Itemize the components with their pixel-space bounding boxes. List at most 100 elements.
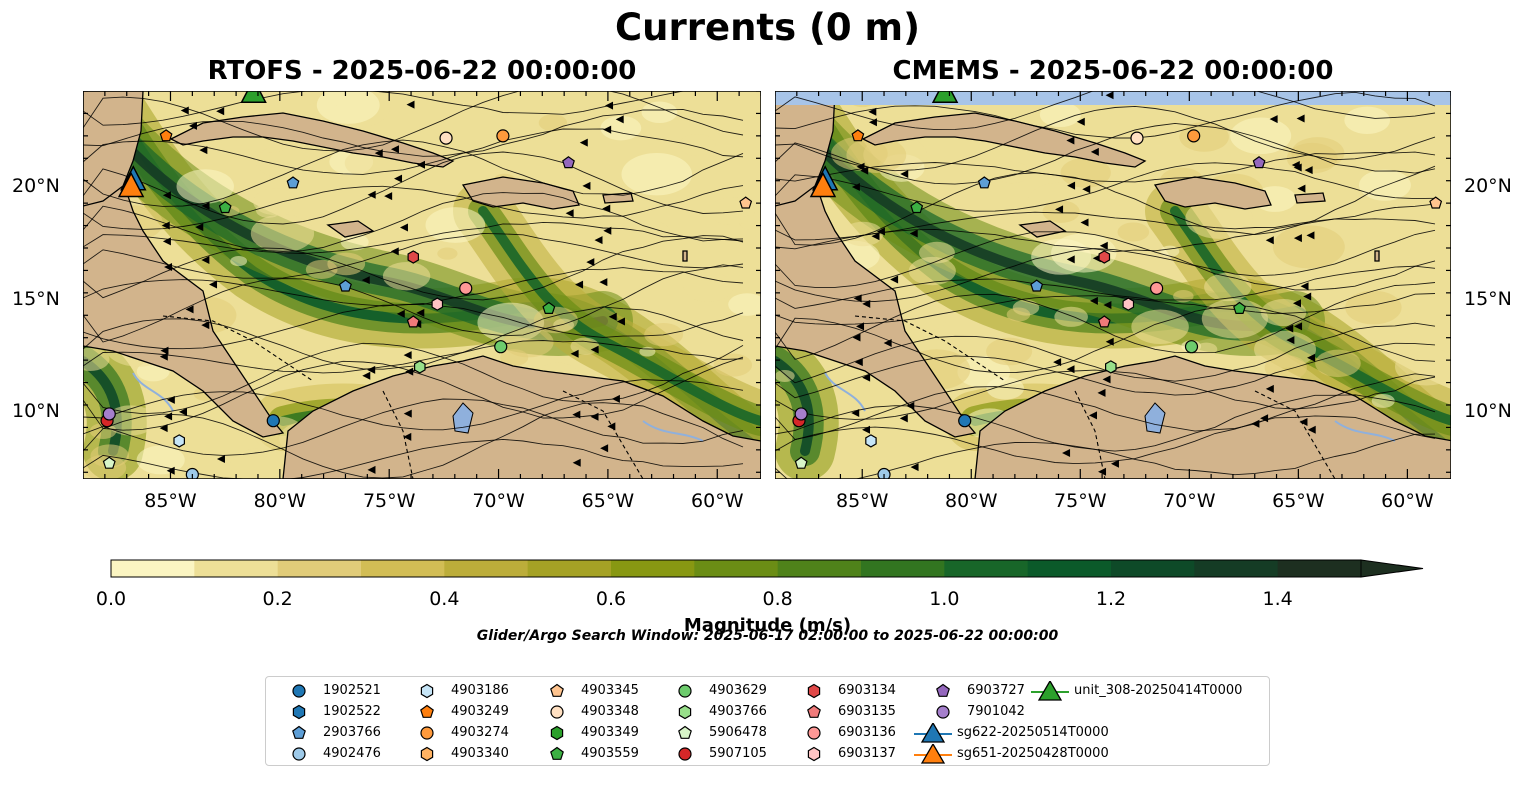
legend-marker-icon xyxy=(678,684,692,698)
float-marker-6903137 xyxy=(431,297,444,311)
float-marker-2903766 xyxy=(338,279,352,292)
legend-label: unit_308-20250414T0000 xyxy=(1074,683,1243,698)
legend-marker-icon xyxy=(292,704,306,720)
float-marker-4903249 xyxy=(159,129,173,142)
legend-label: 5906478 xyxy=(709,725,767,740)
colorbar-bin xyxy=(527,560,612,577)
float-marker-5906478 xyxy=(794,456,808,469)
legend-marker-icon xyxy=(420,746,434,762)
colorbar-bin xyxy=(694,560,779,577)
float-marker-6903134 xyxy=(1098,250,1111,264)
legend-marker-icon xyxy=(1031,681,1069,701)
lon-tick-label: 65°W xyxy=(1272,490,1325,512)
float-marker-4903559b xyxy=(910,200,924,214)
float-marker-2903766b xyxy=(977,176,991,189)
legend-label: 4903340 xyxy=(451,746,509,761)
colorbar-bin xyxy=(944,560,1029,577)
lon-tick-label: 70°W xyxy=(1163,490,1216,512)
float-marker-2903766 xyxy=(1030,279,1044,292)
float-marker-7901042 xyxy=(794,407,808,421)
legend-marker-icon xyxy=(292,725,306,739)
lat-tick-label-left: 10°N xyxy=(12,399,60,422)
colorbar-tick: 0.2 xyxy=(262,588,293,610)
colorbar-tick: 0.8 xyxy=(762,588,793,610)
float-marker-4903348 xyxy=(1130,131,1144,145)
float-marker-4903559 xyxy=(1233,301,1246,314)
legend-marker-icon xyxy=(678,725,692,739)
legend-marker-icon xyxy=(914,744,952,764)
lon-tick-label: 65°W xyxy=(581,490,635,512)
float-marker-4903348 xyxy=(439,131,453,145)
figure-title: Currents (0 m) xyxy=(614,6,920,49)
colorbar-bin xyxy=(777,560,862,577)
legend-label: 5907105 xyxy=(709,746,767,761)
legend-marker-icon xyxy=(420,704,434,718)
lon-tick-label: 80°W xyxy=(945,490,998,512)
legend-label: 4903345 xyxy=(581,683,639,698)
colorbar-tick: 1.4 xyxy=(1262,588,1293,610)
legend: 1902521 1902522 2903766 4902476 4903186 49032… xyxy=(265,676,1270,766)
legend-label: 4903349 xyxy=(581,725,639,740)
legend-label: 6903137 xyxy=(838,746,896,761)
colorbar-label: Magnitude (m/s) xyxy=(683,615,852,636)
map-panel-rtofs xyxy=(83,91,761,479)
float-marker-4903345 xyxy=(1429,196,1443,209)
lat-tick-label-right: 15°N xyxy=(1464,287,1512,310)
legend-marker-icon xyxy=(936,705,950,719)
lat-tick-label-left: 15°N xyxy=(12,287,60,310)
panel-title-rtofs: RTOFS - 2025-06-22 00:00:00 xyxy=(207,56,637,86)
legend-label: sg651-20250428T0000 xyxy=(957,746,1109,761)
colorbar xyxy=(110,559,1424,578)
float-marker-1902521 xyxy=(958,414,972,428)
colorbar-bin xyxy=(1277,560,1362,577)
float-marker-4902476 xyxy=(877,467,891,479)
legend-marker-icon xyxy=(807,726,821,740)
colorbar-bin xyxy=(361,560,445,577)
legend-marker-icon xyxy=(292,747,306,761)
lat-tick-label-left: 20°N xyxy=(12,175,60,198)
legend-label: 4903274 xyxy=(451,725,509,740)
map-panel-cmems xyxy=(775,91,1451,479)
colorbar-tick: 0.6 xyxy=(595,588,627,610)
float-marker-4903766 xyxy=(1105,360,1117,374)
colorbar-bin xyxy=(611,560,695,577)
legend-marker-icon xyxy=(550,746,564,760)
lon-tick-label: 60°W xyxy=(691,490,744,512)
float-marker-4903766 xyxy=(414,360,426,374)
legend-marker-icon xyxy=(550,705,564,719)
lon-tick-label: 85°W xyxy=(144,490,197,512)
legend-label: 4903766 xyxy=(709,704,767,719)
lat-tick-label-right: 20°N xyxy=(1464,175,1512,198)
float-marker-6903136 xyxy=(459,281,473,295)
lon-tick-label: 75°W xyxy=(1054,490,1107,512)
glider-marker-sg651-20250428T0000 xyxy=(809,171,837,198)
legend-label: 6903135 xyxy=(838,704,896,719)
lat-tick-label-right: 10°N xyxy=(1464,399,1512,422)
colorbar-tick: 0.0 xyxy=(95,588,127,610)
legend-label: sg622-20250514T0000 xyxy=(957,725,1109,740)
float-marker-4902476 xyxy=(185,467,199,479)
legend-marker-icon xyxy=(678,747,692,761)
panel-title-cmems: CMEMS - 2025-06-22 00:00:00 xyxy=(892,56,1334,86)
float-marker-4903629 xyxy=(494,340,508,354)
glider-marker-unit_308-20250414T0000 xyxy=(240,91,267,103)
legend-label: 7901042 xyxy=(967,704,1025,719)
search-window-note: Glider/Argo Search Window: 2025-06-17 02… xyxy=(476,628,1059,644)
colorbar-bin xyxy=(277,560,362,577)
lon-tick-label: 60°W xyxy=(1381,490,1434,512)
colorbar-bin xyxy=(1111,560,1195,577)
legend-label: 1902522 xyxy=(323,704,381,719)
glider-marker-unit_308-20250414T0000 xyxy=(931,91,959,103)
legend-marker-icon xyxy=(420,726,434,740)
legend-label: 4902476 xyxy=(323,746,381,761)
float-marker-6903136 xyxy=(1150,281,1164,295)
legend-marker-icon xyxy=(936,683,950,697)
float-marker-6903134 xyxy=(407,250,419,264)
legend-label: 1902521 xyxy=(323,683,381,698)
legend-marker-icon xyxy=(292,684,306,698)
legend-label: 2903766 xyxy=(323,725,381,740)
legend-label: 6903136 xyxy=(838,725,896,740)
float-marker-2903766b xyxy=(286,176,300,189)
float-marker-7901042 xyxy=(102,407,116,421)
float-marker-6903135 xyxy=(1097,315,1111,328)
